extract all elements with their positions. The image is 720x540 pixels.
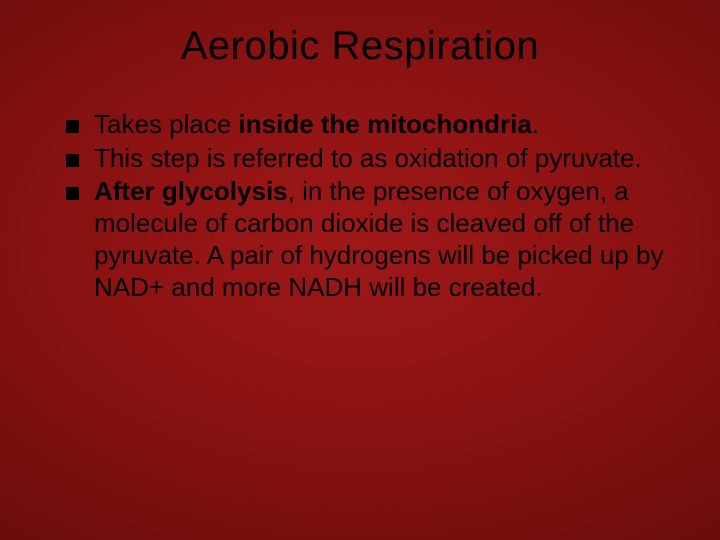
bullet-text: Takes place [94,109,239,139]
slide-title: Aerobic Respiration [56,24,664,69]
slide: Aerobic Respiration Takes place inside t… [0,0,720,540]
bullet-text: This step is referred to as oxidation of… [94,143,642,173]
bullet-list: Takes place inside the mitochondria. Thi… [56,109,664,303]
bullet-item: After glycolysis, in the presence of oxy… [66,176,664,303]
bullet-item: This step is referred to as oxidation of… [66,143,664,175]
bullet-text: . [532,109,539,139]
bullet-text-bold: After glycolysis [94,176,288,206]
bullet-text-bold: inside the mitochondria [239,109,532,139]
bullet-item: Takes place inside the mitochondria. [66,109,664,141]
